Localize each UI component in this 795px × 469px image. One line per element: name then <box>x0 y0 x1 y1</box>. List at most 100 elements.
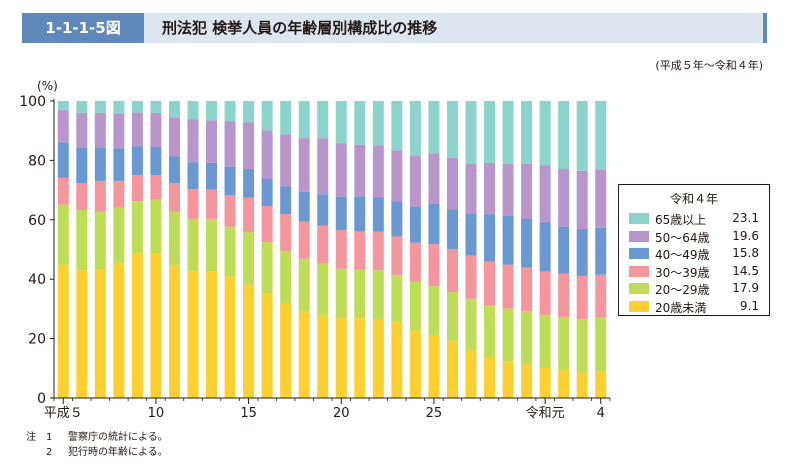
bar-segment <box>521 267 533 311</box>
bar-segment <box>539 271 551 315</box>
footnote-number: 1 <box>46 432 53 443</box>
bar-segment <box>521 218 533 268</box>
bar-segment <box>372 101 384 146</box>
bar-segment <box>131 253 143 398</box>
bar-segment <box>558 316 570 371</box>
bar-segment <box>243 122 255 170</box>
bar-segment <box>484 214 496 262</box>
bar-segment <box>298 310 310 398</box>
bar-segment <box>94 181 106 212</box>
bar-segment <box>317 194 329 226</box>
bar-segment <box>243 101 255 123</box>
footnote-number: 2 <box>46 447 53 458</box>
bar-segment <box>150 253 162 398</box>
bar-segment <box>484 162 496 215</box>
bar-segment <box>409 207 421 243</box>
bar-segment <box>317 225 329 264</box>
bar-segment <box>317 138 329 195</box>
bar-segment <box>168 211 180 265</box>
legend-label: 65歳以上 <box>655 213 707 227</box>
bar-segment <box>317 314 329 398</box>
y-tick-label: 100 <box>19 94 46 110</box>
x-tick-label: 10 <box>148 406 165 421</box>
bar-segment <box>576 170 588 229</box>
bar-segment <box>261 206 273 243</box>
bar-segment <box>224 226 236 277</box>
bar-segment <box>150 175 162 200</box>
bar-segment <box>446 209 458 250</box>
bar-segment <box>261 293 273 398</box>
legend-label: 30〜39歳 <box>655 265 710 280</box>
bar-segment <box>76 270 88 398</box>
bar-segment <box>521 310 533 365</box>
figure-header: 1-1-1-5図 刑法犯 検挙人員の年齢層別構成比の推移 <box>22 13 767 43</box>
bar-segment <box>131 101 143 113</box>
bar-segment <box>576 319 588 373</box>
bar-segment <box>372 145 384 198</box>
bar-segment <box>224 121 236 167</box>
bar-segment <box>206 218 218 272</box>
bar-segment <box>484 261 496 306</box>
bar-segment <box>465 213 477 256</box>
bar-segment <box>243 169 255 198</box>
bar-segment <box>428 101 440 154</box>
legend-value: 19.6 <box>732 228 759 243</box>
bar-segment <box>465 298 477 351</box>
bar-segment <box>113 180 125 208</box>
legend-swatch <box>629 300 649 312</box>
legend-swatch <box>629 213 649 224</box>
bar-segment <box>409 101 421 156</box>
bar-segment <box>521 163 533 219</box>
bar-segment <box>409 155 421 208</box>
bar-segment <box>131 201 143 254</box>
bar-segment <box>521 364 533 398</box>
bar-segment <box>76 210 88 271</box>
bar-segment <box>187 162 199 190</box>
bar-segment <box>57 204 69 265</box>
bar-segment <box>335 101 347 144</box>
bar-segment <box>168 101 180 118</box>
bar-segment <box>558 169 570 227</box>
bar-segment <box>261 178 273 207</box>
bar-segment <box>168 156 180 184</box>
legend-item: 50〜64歳 19.6 <box>619 228 769 246</box>
legend-item: 30〜39歳 14.5 <box>619 263 769 281</box>
x-tick-label: 20 <box>333 406 350 421</box>
bar-segment <box>243 231 255 285</box>
x-tick-label: 4 <box>597 406 605 421</box>
bar-segment <box>76 147 88 184</box>
bar-segment <box>335 230 347 269</box>
y-tick-label: 80 <box>28 153 46 169</box>
bar-segment <box>168 264 180 398</box>
bar-segment <box>298 258 310 311</box>
bar-segment <box>484 357 496 398</box>
bar-segment <box>280 186 292 215</box>
bar-segment <box>224 101 236 122</box>
bar-segment <box>391 321 403 398</box>
bar-segment <box>372 197 384 232</box>
y-tick-label: 20 <box>28 332 46 348</box>
bar-segment <box>446 340 458 398</box>
x-tick-label: 15 <box>240 406 257 421</box>
bar-segment <box>261 101 273 131</box>
bar-segment <box>224 166 236 196</box>
bar-segment <box>131 146 143 176</box>
bar-segment <box>558 273 570 317</box>
bar-segment <box>280 134 292 187</box>
bar-segment <box>206 120 218 163</box>
bar-segment <box>428 153 440 205</box>
bar-segment <box>502 215 514 265</box>
footnote-text: 犯行時の年齢による。 <box>68 447 168 458</box>
bar-segment <box>335 196 347 231</box>
bar-segment <box>168 183 180 212</box>
legend-swatch <box>629 283 649 294</box>
footnote-head: 注 <box>26 432 36 443</box>
bar-segment <box>243 284 255 398</box>
bar-segment <box>576 229 588 276</box>
bar-segment <box>595 101 607 170</box>
bar-segment <box>57 177 69 205</box>
bar-segment <box>113 207 125 264</box>
bar-segment <box>354 196 366 232</box>
bar-segment <box>76 101 88 113</box>
